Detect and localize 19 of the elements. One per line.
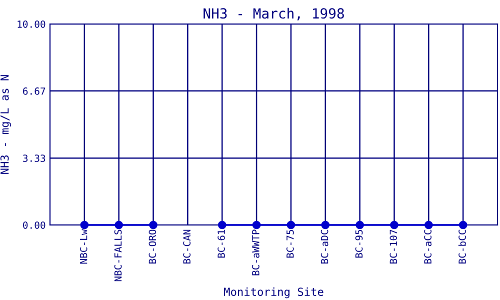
x-tick-label: NBC-FALLS bbox=[114, 230, 122, 282]
y-tick-label: 3.33 bbox=[23, 154, 46, 162]
y-tick-label: 6.67 bbox=[23, 87, 46, 95]
x-tick-label: BC-bCC bbox=[458, 230, 466, 264]
x-tick-label: NBC-Lw bbox=[80, 229, 88, 264]
x-tick-label: BC-aDC bbox=[320, 230, 328, 264]
x-tick-label: BC-aCC bbox=[424, 230, 432, 264]
y-tick-label: 10.00 bbox=[18, 20, 46, 28]
x-tick-label: BC-75 bbox=[286, 230, 294, 258]
x-tick-label: BC-ORO bbox=[148, 230, 156, 264]
chart-title: NH3 - March, 1998 bbox=[204, 8, 344, 20]
y-axis-title: NH3 - mg/L as N bbox=[0, 75, 12, 174]
x-tick-label: BC-95 bbox=[355, 230, 363, 258]
x-tick-label: BC-107 bbox=[390, 230, 398, 264]
y-tick-label: 0.00 bbox=[23, 222, 46, 229]
x-axis-title: Monitoring Site bbox=[224, 287, 324, 298]
x-tick-label: BC-aWWTP bbox=[252, 230, 260, 276]
x-tick-label: BC-CAN bbox=[183, 230, 191, 264]
x-tick-label: BC-61 bbox=[218, 230, 225, 258]
